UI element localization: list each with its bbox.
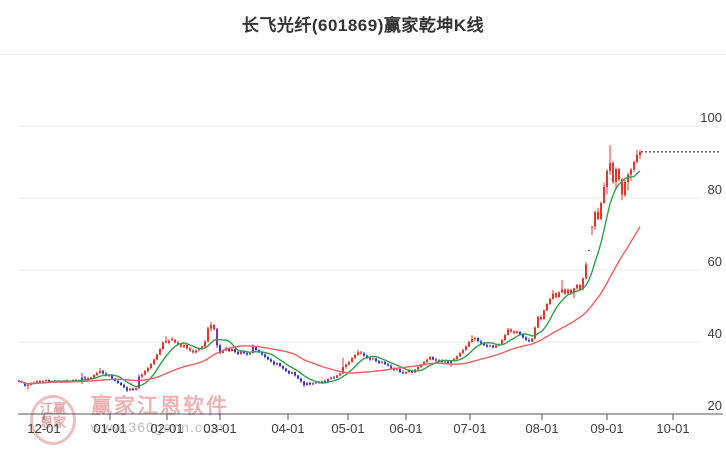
- watermark-logo-line1: 江赢: [39, 401, 66, 416]
- watermark-brand: 赢家江恩软件: [91, 395, 229, 418]
- watermark-url: www.360gann.com: [91, 419, 225, 435]
- svg-text:80: 80: [708, 182, 722, 197]
- svg-text:01-01: 01-01: [93, 421, 126, 436]
- watermark-logo-line2: 恩家: [39, 414, 66, 430]
- svg-text:06-01: 06-01: [389, 421, 422, 436]
- svg-text:04-01: 04-01: [271, 421, 304, 436]
- svg-text:03-01: 03-01: [203, 421, 236, 436]
- svg-text:100: 100: [700, 110, 722, 125]
- page-title: 长飞光纤(601869)赢家乾坤K线: [241, 16, 485, 35]
- svg-text:09-01: 09-01: [590, 421, 623, 436]
- svg-text:12-01: 12-01: [27, 421, 60, 436]
- svg-text:20: 20: [708, 398, 722, 413]
- svg-text:60: 60: [708, 254, 722, 269]
- svg-text:02-01: 02-01: [150, 421, 183, 436]
- svg-text:05-01: 05-01: [331, 421, 364, 436]
- watermark-logo: 江赢 恩家: [30, 395, 76, 445]
- svg-text:08-01: 08-01: [525, 421, 558, 436]
- svg-text:10-01: 10-01: [656, 421, 689, 436]
- svg-text:07-01: 07-01: [453, 421, 486, 436]
- title-divider: [0, 54, 726, 55]
- svg-text:40: 40: [708, 326, 722, 341]
